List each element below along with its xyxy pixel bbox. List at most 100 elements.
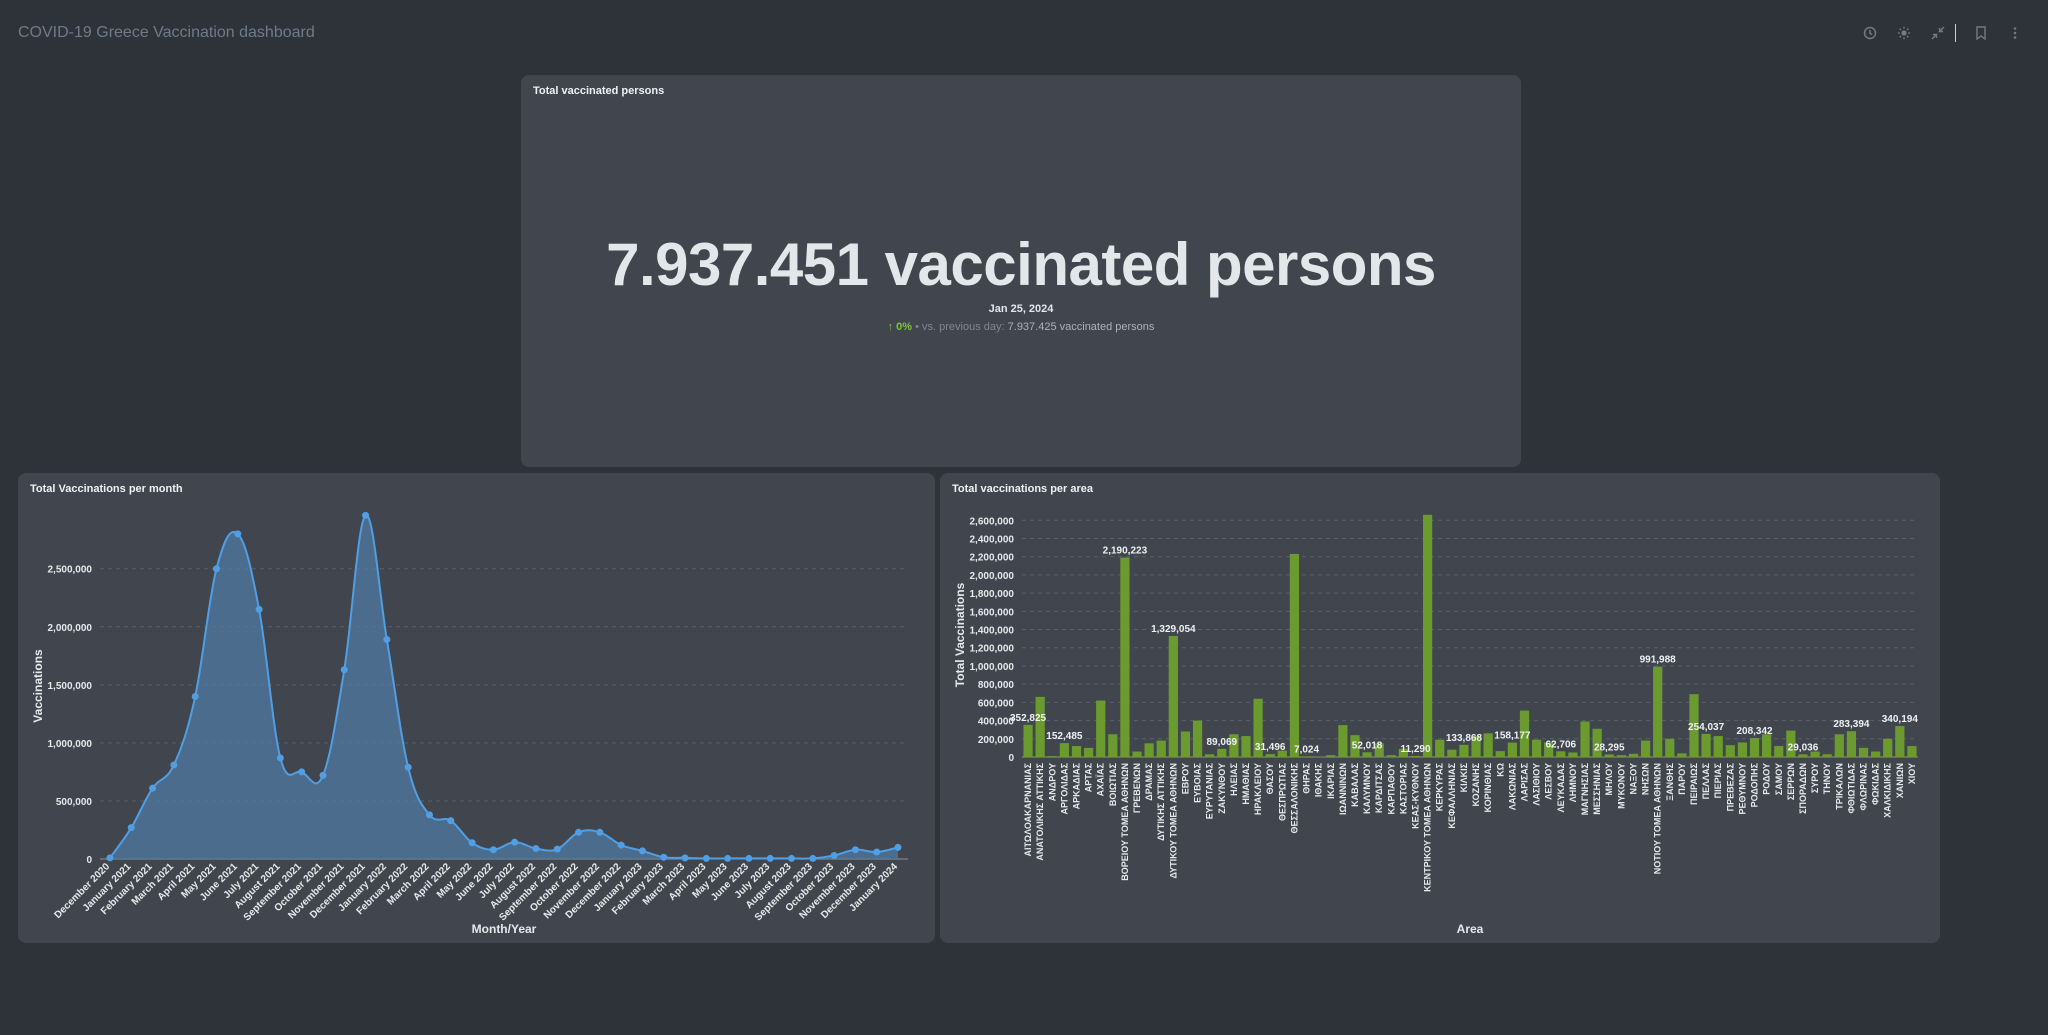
x-tick-label: ΑΧΑΪΑΣ [1096, 762, 1106, 796]
x-tick-label: ΙΩΑΝΝΙΝΩΝ [1338, 763, 1348, 815]
data-point [319, 771, 327, 779]
data-point [383, 636, 391, 644]
x-tick-label: ΗΡΑΚΛΕΙΟΥ [1253, 763, 1263, 815]
bar [1604, 754, 1614, 757]
bar [1398, 748, 1409, 757]
total-date: Jan 25, 2024 [988, 303, 1054, 315]
bar [1386, 755, 1396, 757]
data-label: 1,329,054 [1151, 624, 1196, 635]
data-point [234, 530, 242, 538]
x-tick-label: ΘΑΣΟΥ [1265, 763, 1275, 794]
data-point [788, 854, 796, 862]
x-tick-label: ΚΟΖΑΝΗΣ [1471, 762, 1481, 806]
y-tick-label: 1,600,000 [970, 607, 1015, 618]
x-tick-label: ΧΑΛΚΙΔΙΚΗΣ [1883, 762, 1893, 817]
data-point [447, 817, 455, 825]
x-tick-label: ΑΝΑΤΟΛΙΚΗΣ ΑΤΤΙΚΗΣ [1035, 762, 1045, 860]
bar [1362, 752, 1372, 757]
x-tick-label: ΚΑΣΤΟΡΙΑΣ [1398, 762, 1408, 814]
x-tick-label: ΑΝΔΡΟΥ [1047, 763, 1057, 801]
bar [1556, 751, 1566, 757]
x-tick-label: ΦΘΙΩΤΙΔΑΣ [1846, 762, 1856, 813]
x-tick-label: ΣΠΟΡΑΔΩΝ [1798, 763, 1808, 814]
bookmark-icon [1976, 26, 1986, 40]
x-tick-label: ΝΗΣΩΝ [1641, 763, 1651, 795]
dashboard-toolbar [1853, 22, 2032, 44]
bar [1144, 743, 1154, 757]
x-tick-label: ΚΙΛΚΙΣ [1459, 762, 1469, 792]
bar [1907, 746, 1917, 757]
x-tick-label: ΒΟΙΩΤΙΑΣ [1108, 762, 1118, 806]
x-tick-label: ΚΩ [1495, 763, 1505, 777]
data-point [276, 754, 284, 762]
data-label: 2,190,223 [1103, 546, 1148, 557]
x-tick-label: ΚΑΡΠΑΘΟΥ [1386, 763, 1396, 815]
y-tick-label: 1,400,000 [970, 626, 1015, 637]
bar [1277, 750, 1287, 757]
x-tick-label: ΡΕΘΥΜΝΟΥ [1737, 763, 1747, 815]
bar [1834, 734, 1844, 757]
data-label: 352,825 [1010, 713, 1047, 724]
card-title: Total Vaccinations per month [30, 483, 183, 495]
y-axis-title: Total Vaccinations [953, 582, 967, 687]
total-vaccinated-card[interactable]: Total vaccinated persons 7.937.451 vacci… [521, 75, 1521, 467]
bar [1846, 731, 1857, 757]
bar [1180, 731, 1191, 757]
bar [1471, 736, 1481, 757]
bar [1435, 739, 1445, 757]
bar [1192, 720, 1203, 757]
bar [1689, 694, 1699, 757]
data-point [362, 511, 370, 519]
area-chart-card[interactable]: Total vaccinations per area 0 200,000 400,… [940, 473, 1940, 943]
bar [1640, 740, 1651, 757]
x-tick-label: ΚΕΦΑΛΛΗΝΙΑΣ [1447, 762, 1457, 828]
card-title: Total vaccinated persons [533, 85, 665, 97]
x-tick-label: ΣΕΡΡΩΝ [1786, 763, 1796, 800]
month-chart-card[interactable]: Total Vaccinations per month 0 500,000 1,0… [18, 473, 935, 943]
theme-toggle-button[interactable] [1887, 22, 1921, 44]
x-tick-label: ΞΑΝΘΗΣ [1665, 762, 1675, 800]
y-tick-label: 1,500,000 [48, 681, 93, 692]
x-tick-label: ΑΡΓΟΛΙΔΑΣ [1059, 762, 1069, 814]
trend-previous-value: 7.937.425 vaccinated persons [1007, 321, 1155, 333]
bar [1531, 739, 1542, 757]
bar [1798, 754, 1808, 757]
data-label: 7,024 [1294, 744, 1319, 755]
bar [1483, 733, 1493, 757]
y-tick-label: 200,000 [978, 735, 1015, 746]
y-tick-label: 2,400,000 [970, 534, 1015, 545]
x-tick-label: ΛΗΜΝΟΥ [1568, 763, 1578, 802]
y-tick-label: 600,000 [978, 698, 1015, 709]
bar [1592, 728, 1602, 757]
y-tick-label: 1,000,000 [48, 739, 93, 750]
bar [1786, 730, 1796, 757]
x-tick-label: ΚΑΡΔΙΤΣΑΣ [1374, 762, 1384, 813]
x-tick-label: ΓΡΕΒΕΝΩΝ [1132, 763, 1142, 813]
bar [1883, 738, 1893, 757]
clock-icon [1863, 26, 1877, 40]
bar [1871, 751, 1881, 757]
data-point [702, 854, 710, 862]
bookmark-button[interactable] [1964, 22, 1998, 44]
bar [1447, 749, 1457, 757]
x-tick-label: ΕΥΒΟΙΑΣ [1193, 762, 1203, 803]
history-button[interactable] [1853, 22, 1887, 44]
more-options-button[interactable] [1998, 22, 2032, 44]
bar [1762, 734, 1772, 757]
collapse-icon [1931, 26, 1945, 40]
x-tick-label: ΛΑΡΙΣΑΣ [1519, 762, 1529, 801]
bar [1628, 753, 1639, 757]
x-tick-label: ΕΥΡΥΤΑΝΙΑΣ [1205, 762, 1215, 819]
card-title: Total vaccinations per area [952, 483, 1094, 495]
data-point [212, 565, 220, 573]
fullscreen-button[interactable] [1921, 22, 1955, 44]
x-tick-label: ΑΡΚΑΔΙΑΣ [1071, 762, 1081, 809]
bar [1822, 754, 1832, 757]
y-axis-title: Vaccinations [31, 649, 45, 723]
data-label: 208,342 [1736, 726, 1773, 737]
x-tick-label: ΚΕΡΚΥΡΑΣ [1435, 762, 1445, 811]
data-label: 31,496 [1255, 742, 1286, 753]
x-tick-label: ΣΑΜΟΥ [1774, 763, 1784, 795]
y-tick-label: 1,000,000 [970, 662, 1015, 673]
data-label: 133,868 [1446, 733, 1483, 744]
